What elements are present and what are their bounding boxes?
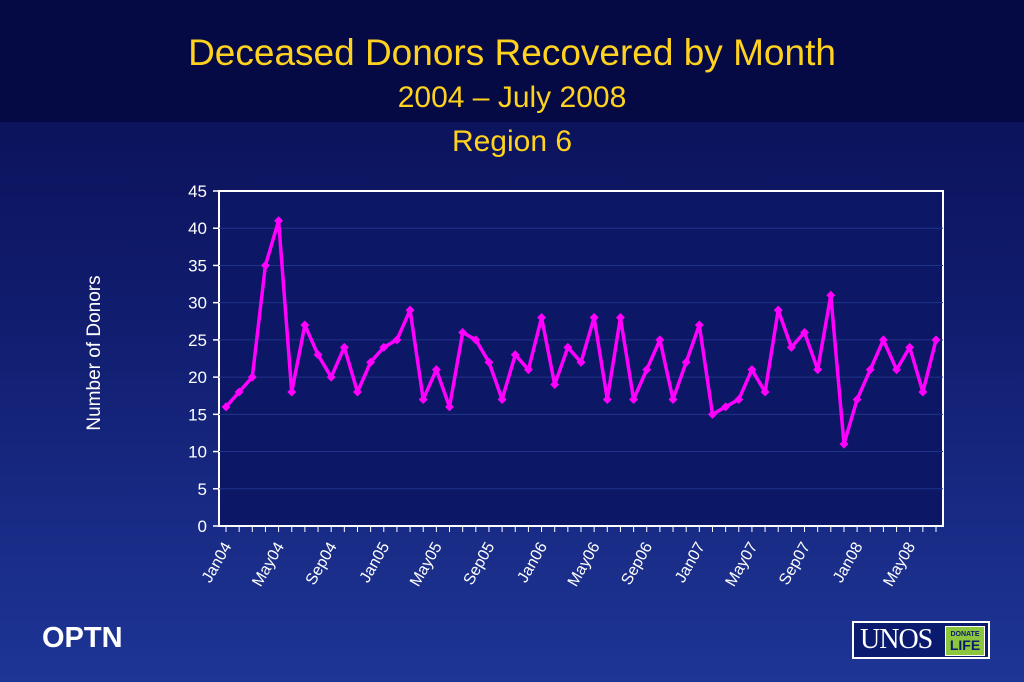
header-band	[0, 0, 1024, 122]
data-point	[773, 305, 783, 315]
data-point	[839, 439, 849, 449]
data-point	[352, 387, 362, 397]
data-point	[445, 402, 455, 412]
data-point	[786, 342, 796, 352]
data-point	[260, 260, 270, 270]
data-point	[642, 365, 652, 375]
data-point	[392, 335, 402, 345]
data-point	[760, 387, 770, 397]
optn-label: OPTN	[42, 622, 123, 654]
data-point	[366, 357, 376, 367]
data-point	[550, 380, 560, 390]
y-tick-label: 35	[188, 256, 207, 275]
y-tick-label: 20	[188, 368, 207, 387]
data-point	[379, 342, 389, 352]
x-tick-label: May05	[407, 539, 446, 589]
x-tick-label: Jan06	[515, 539, 552, 585]
x-tick-label: Jan08	[830, 539, 867, 585]
x-tick-label: Sep04	[303, 539, 341, 588]
data-point	[852, 394, 862, 404]
data-point	[313, 350, 323, 360]
x-tick-label: Jan05	[357, 539, 394, 585]
data-point	[510, 350, 520, 360]
data-point	[892, 365, 902, 375]
chart-title: Deceased Donors Recovered by Month	[188, 32, 836, 73]
data-point	[707, 409, 717, 419]
data-point	[589, 313, 599, 323]
x-tick-label: May07	[723, 539, 762, 589]
donate-life-badge: DONATE LIFE	[945, 626, 985, 656]
data-point	[287, 387, 297, 397]
data-point	[721, 402, 731, 412]
data-point	[615, 313, 625, 323]
data-point	[931, 335, 941, 345]
data-point	[826, 290, 836, 300]
y-tick-label: 5	[198, 480, 207, 499]
data-point	[563, 342, 573, 352]
data-point	[747, 365, 757, 375]
x-tick-label: May04	[249, 539, 288, 589]
data-point	[497, 394, 507, 404]
x-tick-label: Sep07	[776, 539, 814, 588]
data-point	[326, 372, 336, 382]
x-tick-label: Jan07	[672, 539, 709, 585]
x-tick-label: Sep05	[461, 539, 499, 588]
data-point	[865, 365, 875, 375]
data-point	[734, 394, 744, 404]
data-point	[484, 357, 494, 367]
y-tick-label: 25	[188, 331, 207, 350]
y-tick-label: 30	[188, 294, 207, 313]
data-point	[813, 365, 823, 375]
data-point	[471, 335, 481, 345]
data-point	[668, 394, 678, 404]
y-tick-label: 0	[198, 517, 207, 536]
data-point	[681, 357, 691, 367]
donate-life-top: DONATE	[950, 630, 980, 638]
y-tick-label: 40	[188, 219, 207, 238]
title-block: Deceased Donors Recovered by Month 2004 …	[0, 30, 1024, 164]
data-point	[878, 335, 888, 345]
y-tick-label: 10	[188, 443, 207, 462]
data-point	[576, 357, 586, 367]
y-axis-ticks: 0 5 10 15 20 25 30 35 40 45	[188, 182, 219, 536]
data-point	[339, 342, 349, 352]
chart-subtitle-years: 2004 – July 2008	[397, 81, 627, 114]
x-tick-label: May06	[565, 539, 604, 589]
data-point	[458, 327, 468, 337]
data-point	[234, 387, 244, 397]
data-point	[247, 372, 257, 382]
data-point	[655, 335, 665, 345]
data-point	[629, 394, 639, 404]
data-point	[905, 342, 915, 352]
donate-life-bottom: LIFE	[949, 636, 981, 653]
y-tick-label: 15	[188, 405, 207, 424]
x-tick-label: May08	[880, 539, 919, 589]
chart-subtitle-region: Region 6	[451, 125, 573, 158]
data-point	[221, 402, 231, 412]
data-point	[694, 320, 704, 330]
data-point	[537, 313, 547, 323]
data-point	[602, 394, 612, 404]
data-point	[405, 305, 415, 315]
x-tick-label: Jan04	[199, 539, 236, 585]
y-tick-label: 45	[188, 182, 207, 201]
unos-logo-text: UNOS	[860, 624, 933, 655]
data-point	[918, 387, 928, 397]
unos-logo: UNOS DONATE LIFE	[852, 621, 990, 659]
data-point	[274, 216, 284, 226]
data-point	[300, 320, 310, 330]
grid-lines	[219, 227, 943, 490]
data-point	[523, 365, 533, 375]
data-point	[800, 327, 810, 337]
data-point	[431, 365, 441, 375]
x-tick-label: Sep06	[618, 539, 656, 588]
data-markers	[221, 216, 941, 449]
data-point	[418, 394, 428, 404]
x-axis-ticks: Jan04 May04 Sep04 Jan05 May05 Sep05 Jan06 May06…	[199, 526, 937, 590]
